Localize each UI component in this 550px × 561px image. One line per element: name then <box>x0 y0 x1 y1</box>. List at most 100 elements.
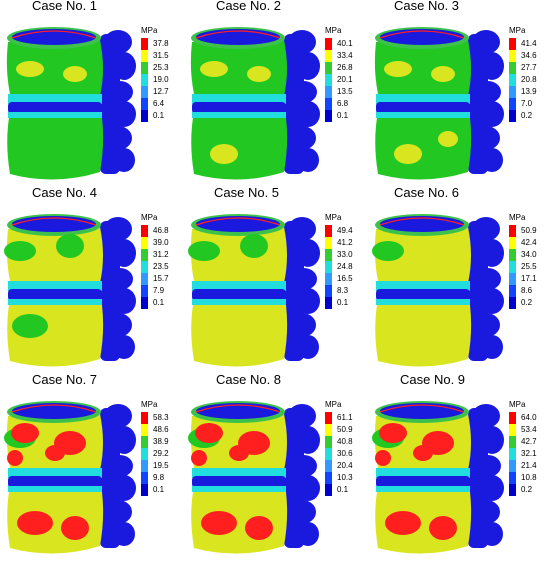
legend-tick-label: 41.4 <box>521 39 537 48</box>
legend-swatch <box>509 273 516 285</box>
legend-tick-label: 12.7 <box>153 87 169 96</box>
legend-tick-label: 27.7 <box>521 63 537 72</box>
legend-tick-label: 0.2 <box>521 111 533 120</box>
legend-swatch <box>325 74 332 86</box>
legend-swatch <box>325 436 332 448</box>
legend-swatch <box>141 98 148 110</box>
legend-swatch <box>141 86 148 98</box>
legend-tick-label: 31.2 <box>153 250 169 259</box>
case-panel: Case No. 1 MPa 37.8 31.5 25.3 19.0 12.7 6.4 0.1 <box>0 0 180 184</box>
legend-unit: MPa <box>141 26 158 35</box>
legend-tick-label: 23.5 <box>153 262 169 271</box>
disc-band <box>376 468 470 478</box>
stress-legend: MPa 64.0 53.4 42.7 32.1 21.4 10.8 0.2 <box>509 400 549 508</box>
stress-legend: MPa 58.3 48.6 38.9 29.2 19.5 9.8 0.1 <box>141 400 181 508</box>
legend-tick-label: 33.4 <box>337 51 353 60</box>
case-title: Case No. 1 <box>32 0 98 13</box>
legend-swatch <box>509 62 516 74</box>
case-panel: Case No. 4 MPa 46.8 39.0 31.2 23.5 15.7 7.9 0.1 <box>0 185 180 371</box>
upper-vertebral-body <box>374 40 471 96</box>
legend-colorbar <box>509 38 516 122</box>
upper-vertebral-body <box>6 40 103 96</box>
stress-patch <box>188 241 220 261</box>
intervertebral-disc <box>8 289 102 301</box>
stress-legend: MPa 37.8 31.5 25.3 19.0 12.7 6.4 0.1 <box>141 26 181 134</box>
legend-unit: MPa <box>141 400 158 409</box>
legend-swatch <box>141 50 148 62</box>
legend-colorbar <box>141 225 148 309</box>
legend-colorbar <box>509 225 516 309</box>
vertebra-model <box>190 27 320 180</box>
case-panel: Case No. 9 MPa 64.0 53.4 42.7 32.1 21.4 10.8 0.2 <box>368 372 549 558</box>
legend-tick-label: 64.0 <box>521 413 537 422</box>
posterior-element <box>284 408 304 548</box>
legend-swatch <box>325 50 332 62</box>
stress-patch <box>229 445 249 461</box>
stress-patch <box>372 241 404 261</box>
disc-band <box>192 486 286 492</box>
lower-vertebral-body <box>191 305 288 367</box>
legend-tick-label: 42.4 <box>521 238 537 247</box>
intervertebral-disc <box>376 102 470 114</box>
posterior-element <box>100 408 120 548</box>
case-title: Case No. 2 <box>216 0 282 13</box>
legend-tick-label: 41.2 <box>337 238 353 247</box>
legend-swatch <box>509 297 516 309</box>
legend-tick-label: 46.8 <box>153 226 169 235</box>
stress-legend: MPa 49.4 41.2 33.0 24.8 16.5 8.3 0.1 <box>325 213 365 321</box>
stress-patch <box>191 450 207 466</box>
legend-tick-label: 10.3 <box>337 473 353 482</box>
legend-swatch <box>509 285 516 297</box>
lower-vertebral-body <box>191 118 288 180</box>
legend-swatch <box>509 110 516 122</box>
legend-tick-label: 0.1 <box>337 111 349 120</box>
legend-unit: MPa <box>325 400 342 409</box>
stress-patch <box>63 66 87 82</box>
stress-patch <box>385 511 421 535</box>
stress-patch <box>429 516 457 540</box>
legend-swatch <box>325 261 332 273</box>
legend-swatch <box>325 86 332 98</box>
stress-patch <box>56 234 84 258</box>
legend-swatch <box>325 412 332 424</box>
legend-swatch <box>325 237 332 249</box>
legend-tick-label: 9.8 <box>153 473 165 482</box>
legend-tick-label: 39.0 <box>153 238 169 247</box>
legend-swatch <box>141 249 148 261</box>
legend-swatch <box>141 460 148 472</box>
legend-tick-label: 17.1 <box>521 274 537 283</box>
legend-swatch <box>509 412 516 424</box>
stress-patch <box>247 66 271 82</box>
case-title: Case No. 3 <box>394 0 460 13</box>
legend-swatch <box>325 225 332 237</box>
legend-tick-label: 61.1 <box>337 413 353 422</box>
vertebra-model <box>4 214 136 367</box>
legend-tick-label: 20.4 <box>337 461 353 470</box>
legend-colorbar <box>325 412 332 496</box>
legend-tick-label: 29.2 <box>153 449 169 458</box>
disc-band <box>192 94 286 104</box>
stress-patch <box>4 241 36 261</box>
legend-swatch <box>509 225 516 237</box>
legend-tick-label: 42.7 <box>521 437 537 446</box>
intervertebral-disc <box>192 289 286 301</box>
legend-unit: MPa <box>509 26 526 35</box>
legend-tick-label: 53.4 <box>521 425 537 434</box>
legend-tick-label: 50.9 <box>337 425 353 434</box>
legend-tick-label: 15.7 <box>153 274 169 283</box>
legend-colorbar <box>509 412 516 496</box>
legend-swatch <box>325 38 332 50</box>
stress-patch <box>384 61 412 77</box>
stress-patch <box>438 131 458 147</box>
disc-band <box>8 281 102 291</box>
legend-swatch <box>325 110 332 122</box>
upper-vertebral-body <box>374 227 471 283</box>
legend-swatch <box>141 74 148 86</box>
legend-swatch <box>509 460 516 472</box>
disc-band <box>8 112 102 118</box>
disc-band <box>192 281 286 291</box>
legend-swatch <box>141 448 148 460</box>
legend-tick-label: 49.4 <box>337 226 353 235</box>
legend-tick-label: 0.1 <box>153 298 165 307</box>
lower-vertebral-body <box>375 305 472 367</box>
